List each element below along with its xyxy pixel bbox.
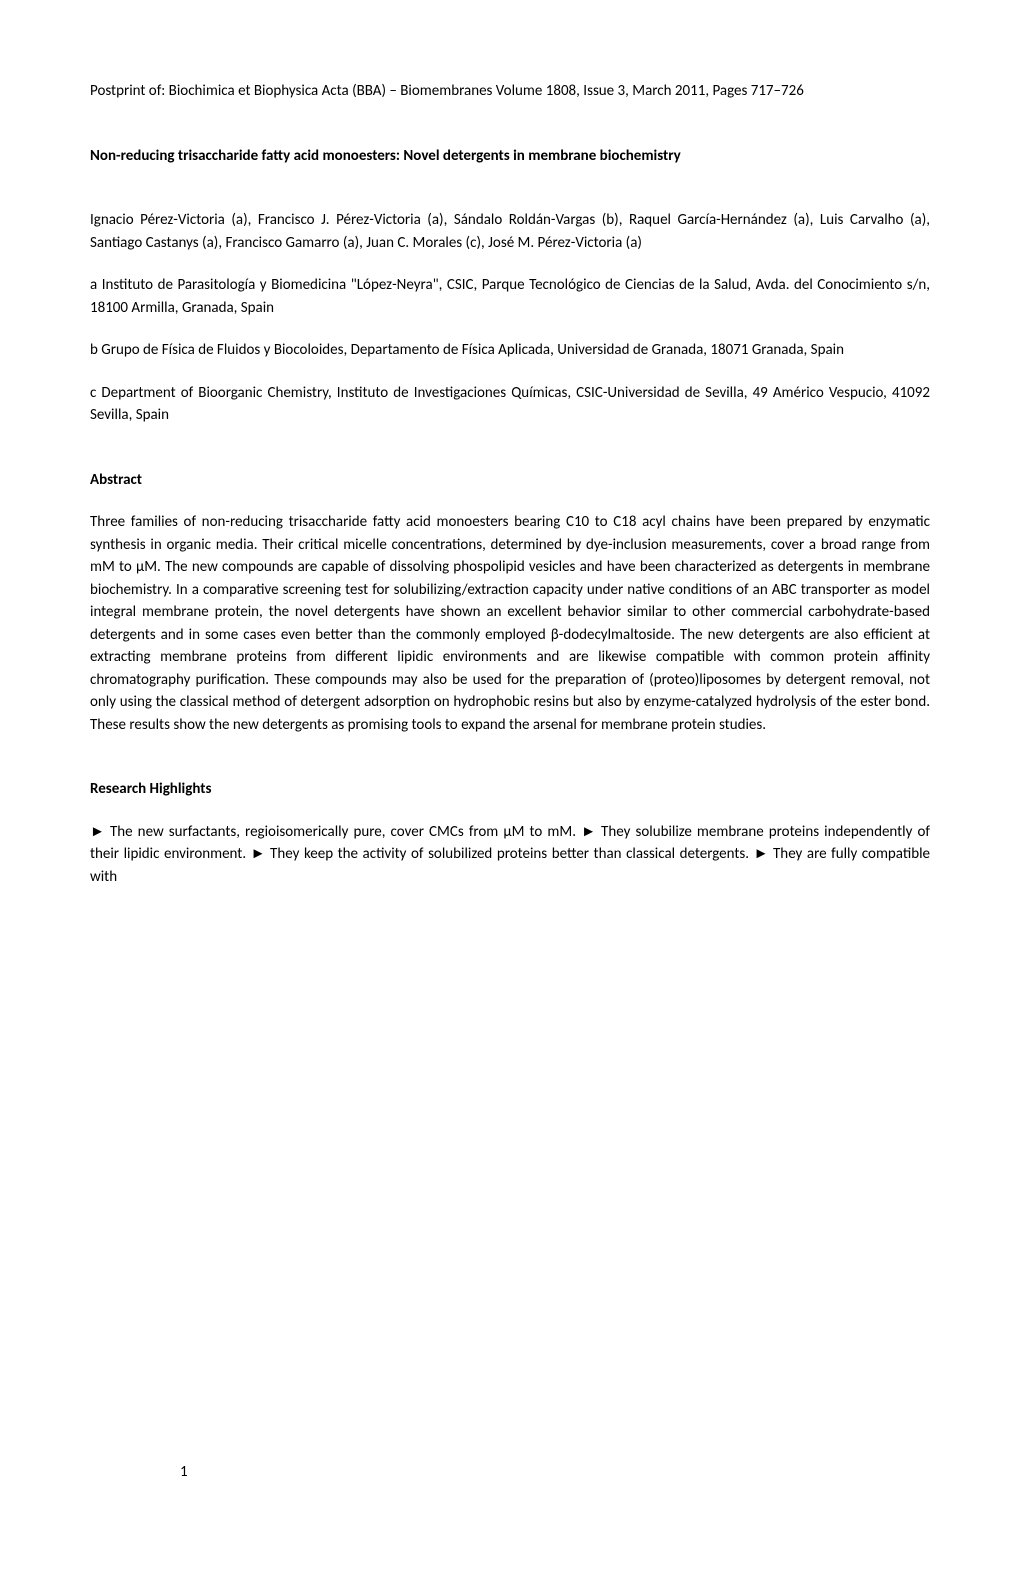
highlights-heading: Research Highlights [90,778,930,801]
author-list: Ignacio Pérez-Victoria (a), Francisco J.… [90,209,930,254]
abstract-body: Three families of non-reducing trisaccha… [90,511,930,736]
postprint-reference: Postprint of: Biochimica et Biophysica A… [90,80,930,103]
paper-title: Non-reducing trisaccharide fatty acid mo… [90,145,930,168]
affiliation-c: c Department of Bioorganic Chemistry, In… [90,382,930,427]
highlights-body: ► The new surfactants, regioisomerically… [90,821,930,889]
page-number: 1 [180,1461,188,1484]
affiliation-b: b Grupo de Física de Fluidos y Biocoloid… [90,339,930,362]
abstract-heading: Abstract [90,469,930,492]
affiliation-a: a Instituto de Parasitología y Biomedici… [90,274,930,319]
